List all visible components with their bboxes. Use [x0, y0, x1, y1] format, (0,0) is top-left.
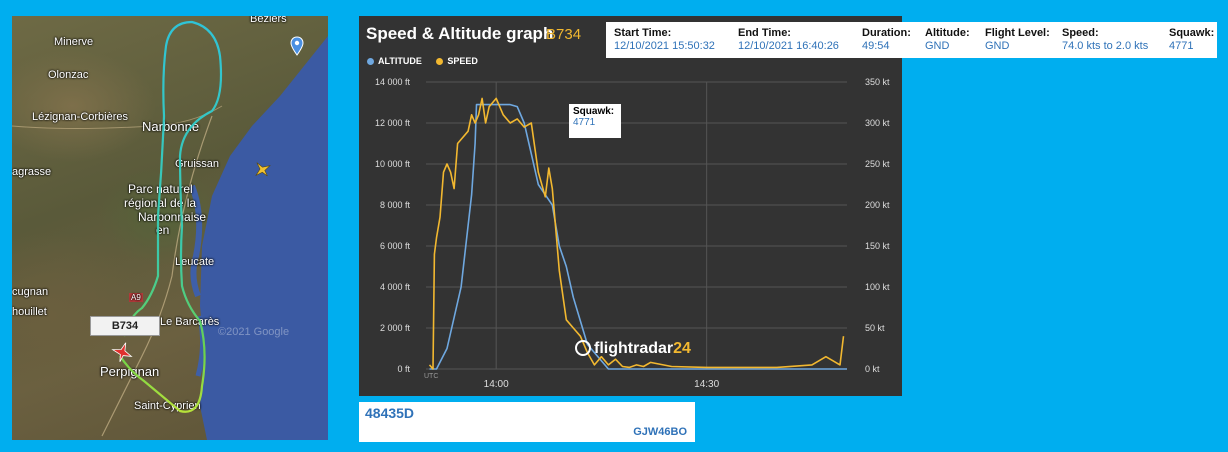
- map-label: agrasse: [12, 166, 52, 178]
- y-right-tick-label: 250 kt: [865, 159, 890, 169]
- flight-level-value: GND: [985, 40, 1010, 52]
- y-right-tick-label: 0 kt: [865, 364, 880, 374]
- y-left-tick-label: 14 000 ft: [375, 77, 411, 87]
- map-label: Olonzac: [48, 69, 89, 81]
- altitude-label: Altitude:: [925, 27, 970, 39]
- end-time-value: 12/10/2021 16:40:26: [738, 40, 839, 52]
- x-tick-label: 14:30: [694, 379, 719, 390]
- squawk: Squawk: 4771: [1169, 27, 1214, 52]
- squawk-value: 4771: [1169, 40, 1194, 52]
- flight-level-label: Flight Level:: [985, 27, 1050, 39]
- flightradar24-logo: flightradar24: [575, 340, 691, 358]
- flight-map[interactable]: Minerve Béziers Olonzac Lézignan-Corbièr…: [12, 16, 328, 440]
- chart-plot[interactable]: 0 ft 0 kt 2 000 ft 50 kt 4 000 ft 100 kt 6 000…: [359, 16, 902, 396]
- map-label: Perpignan: [100, 364, 160, 379]
- end-time-label: End Time:: [738, 27, 791, 39]
- y-right-tick-label: 100 kt: [865, 282, 890, 292]
- duration: Duration: 49:54: [862, 27, 911, 52]
- legend-label: ALTITUDE: [378, 56, 422, 66]
- y-left-tick-label: 6 000 ft: [380, 241, 411, 251]
- aircraft-registration[interactable]: GJW46BO: [633, 426, 687, 438]
- map-label: Parc naturel: [128, 182, 193, 196]
- selected-aircraft-icon[interactable]: [110, 341, 134, 365]
- altitude-value: GND: [925, 40, 950, 52]
- duration-label: Duration:: [862, 27, 911, 39]
- altitude-dot-icon: [367, 58, 374, 65]
- map-label: Narbonnaise: [138, 210, 207, 224]
- map-label: en: [156, 223, 170, 237]
- flight-info-strip: Start Time: 12/10/2021 15:50:32 End Time…: [606, 22, 1217, 58]
- squawk-tooltip: Squawk: 4771: [569, 104, 621, 138]
- legend-label: SPEED: [447, 56, 478, 66]
- y-left-tick-label: 12 000 ft: [375, 118, 411, 128]
- map-watermark: ©2021 Google: [218, 326, 290, 338]
- altitude: Altitude: GND: [925, 27, 970, 52]
- end-time: End Time: 12/10/2021 16:40:26: [738, 27, 839, 52]
- map-label: cugnan: [12, 286, 49, 298]
- aircraft-id-box: 48435D GJW46BO: [359, 402, 695, 442]
- speed-dot-icon: [436, 58, 444, 65]
- speed: Speed: 74.0 kts to 2.0 kts: [1062, 27, 1148, 52]
- aircraft-hex-code[interactable]: 48435D: [365, 405, 415, 421]
- y-left-tick-label: 2 000 ft: [380, 323, 411, 333]
- squawk-tooltip-value: 4771: [573, 117, 596, 128]
- location-pin-icon[interactable]: [290, 36, 304, 56]
- map-label: Béziers: [250, 16, 287, 25]
- start-time-label: Start Time:: [614, 27, 672, 39]
- squawk-tooltip-label: Squawk:: [573, 106, 615, 117]
- map-label: Lézignan-Corbières: [32, 111, 128, 123]
- map-label: Minerve: [54, 36, 94, 48]
- start-time: Start Time: 12/10/2021 15:50:32: [614, 27, 715, 52]
- y-right-tick-label: 50 kt: [865, 323, 885, 333]
- y-right-tick-label: 150 kt: [865, 241, 890, 251]
- map-label: régional de la: [124, 196, 197, 210]
- y-left-tick-label: 0 ft: [397, 364, 410, 374]
- map-label: Saint-Cyprien: [134, 400, 201, 412]
- map-label: Le Barcarès: [160, 316, 220, 328]
- map-label: Leucate: [175, 256, 215, 268]
- series-line-speed: [428, 97, 845, 370]
- x-tick-label: 14:00: [484, 379, 509, 390]
- legend-item-speed[interactable]: SPEED: [436, 56, 478, 66]
- duration-value: 49:54: [862, 40, 890, 52]
- x-unit-label: UTC: [424, 373, 438, 380]
- y-left-tick-label: 4 000 ft: [380, 282, 411, 292]
- graph-title: Speed & Altitude graph: [366, 24, 554, 43]
- start-time-value: 12/10/2021 15:50:32: [614, 40, 715, 52]
- map-label: houillet: [12, 306, 47, 318]
- logo-number: 24: [673, 340, 691, 357]
- y-left-tick-label: 8 000 ft: [380, 200, 411, 210]
- series-line-altitude: [429, 103, 847, 370]
- logo-text: flightradar: [594, 340, 674, 357]
- aircraft-type: B734: [546, 26, 582, 43]
- y-right-tick-label: 300 kt: [865, 118, 890, 128]
- radar-logo-icon: [575, 340, 591, 356]
- y-right-tick-label: 350 kt: [865, 77, 890, 87]
- y-left-tick-label: 10 000 ft: [375, 159, 411, 169]
- speed-value: 74.0 kts to 2.0 kts: [1062, 40, 1149, 52]
- other-aircraft-icon[interactable]: [252, 160, 272, 180]
- chart-legend: ALTITUDE SPEED: [367, 56, 490, 66]
- map-label: Gruissan: [175, 158, 220, 170]
- speed-altitude-graph: Speed & Altitude graph B734 ALTITUDE SPE…: [359, 16, 902, 396]
- map-callsign-label[interactable]: B734: [90, 316, 160, 336]
- map-label: Narbonne: [142, 119, 200, 134]
- map-label: A9: [129, 293, 143, 302]
- squawk-label: Squawk:: [1169, 27, 1215, 39]
- speed-label: Speed:: [1062, 27, 1099, 39]
- legend-item-altitude[interactable]: ALTITUDE: [367, 56, 422, 66]
- flight-level: Flight Level: GND: [985, 27, 1050, 52]
- y-right-tick-label: 200 kt: [865, 200, 890, 210]
